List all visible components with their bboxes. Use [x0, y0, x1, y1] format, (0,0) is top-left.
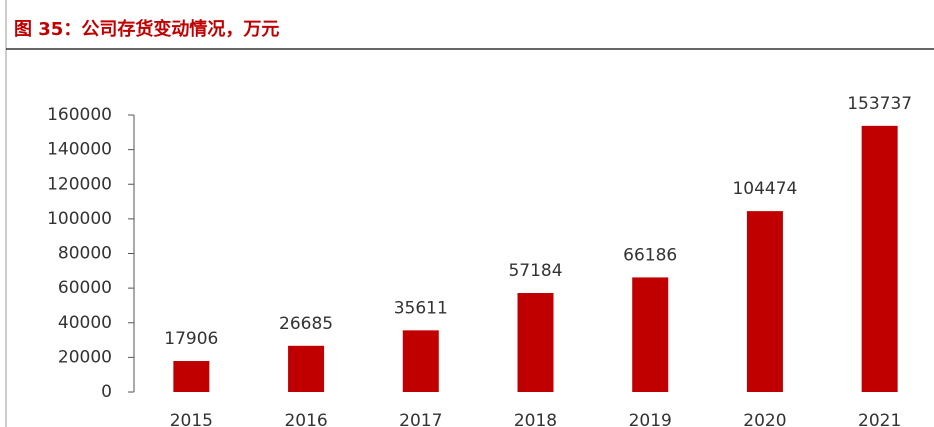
x-tick-label: 2016 — [284, 411, 327, 427]
y-tick-label: 0 — [101, 382, 112, 402]
x-tick-label: 2018 — [514, 411, 557, 427]
x-tick-label: 2015 — [170, 411, 213, 427]
data-label: 35611 — [394, 298, 448, 318]
x-tick-label: 2017 — [399, 411, 442, 427]
chart-title: 图 35：公司存货变动情况，万元 — [14, 18, 279, 40]
x-tick-label: 2021 — [858, 411, 901, 427]
data-label: 26685 — [279, 314, 333, 334]
bar — [288, 345, 325, 392]
y-tick-label: 40000 — [58, 313, 112, 333]
bar — [632, 277, 669, 392]
data-label: 17906 — [164, 329, 218, 349]
data-label: 57184 — [508, 261, 562, 281]
y-tick-label: 100000 — [47, 209, 112, 229]
data-label: 153737 — [847, 94, 912, 114]
y-tick-label: 140000 — [47, 140, 112, 160]
y-tick-label: 60000 — [58, 278, 112, 298]
y-tick-label: 160000 — [47, 105, 112, 125]
data-label: 66186 — [623, 245, 677, 265]
x-tick-label: 2019 — [629, 411, 672, 427]
x-tick-label: 2020 — [743, 411, 786, 427]
bar — [746, 211, 783, 392]
y-tick-label: 120000 — [47, 174, 112, 194]
bar — [861, 125, 898, 392]
bar — [517, 293, 554, 392]
y-tick-label: 80000 — [58, 244, 112, 264]
y-tick-label: 20000 — [58, 347, 112, 367]
bar — [402, 330, 439, 392]
data-label: 104474 — [732, 179, 797, 199]
bar — [173, 361, 210, 392]
